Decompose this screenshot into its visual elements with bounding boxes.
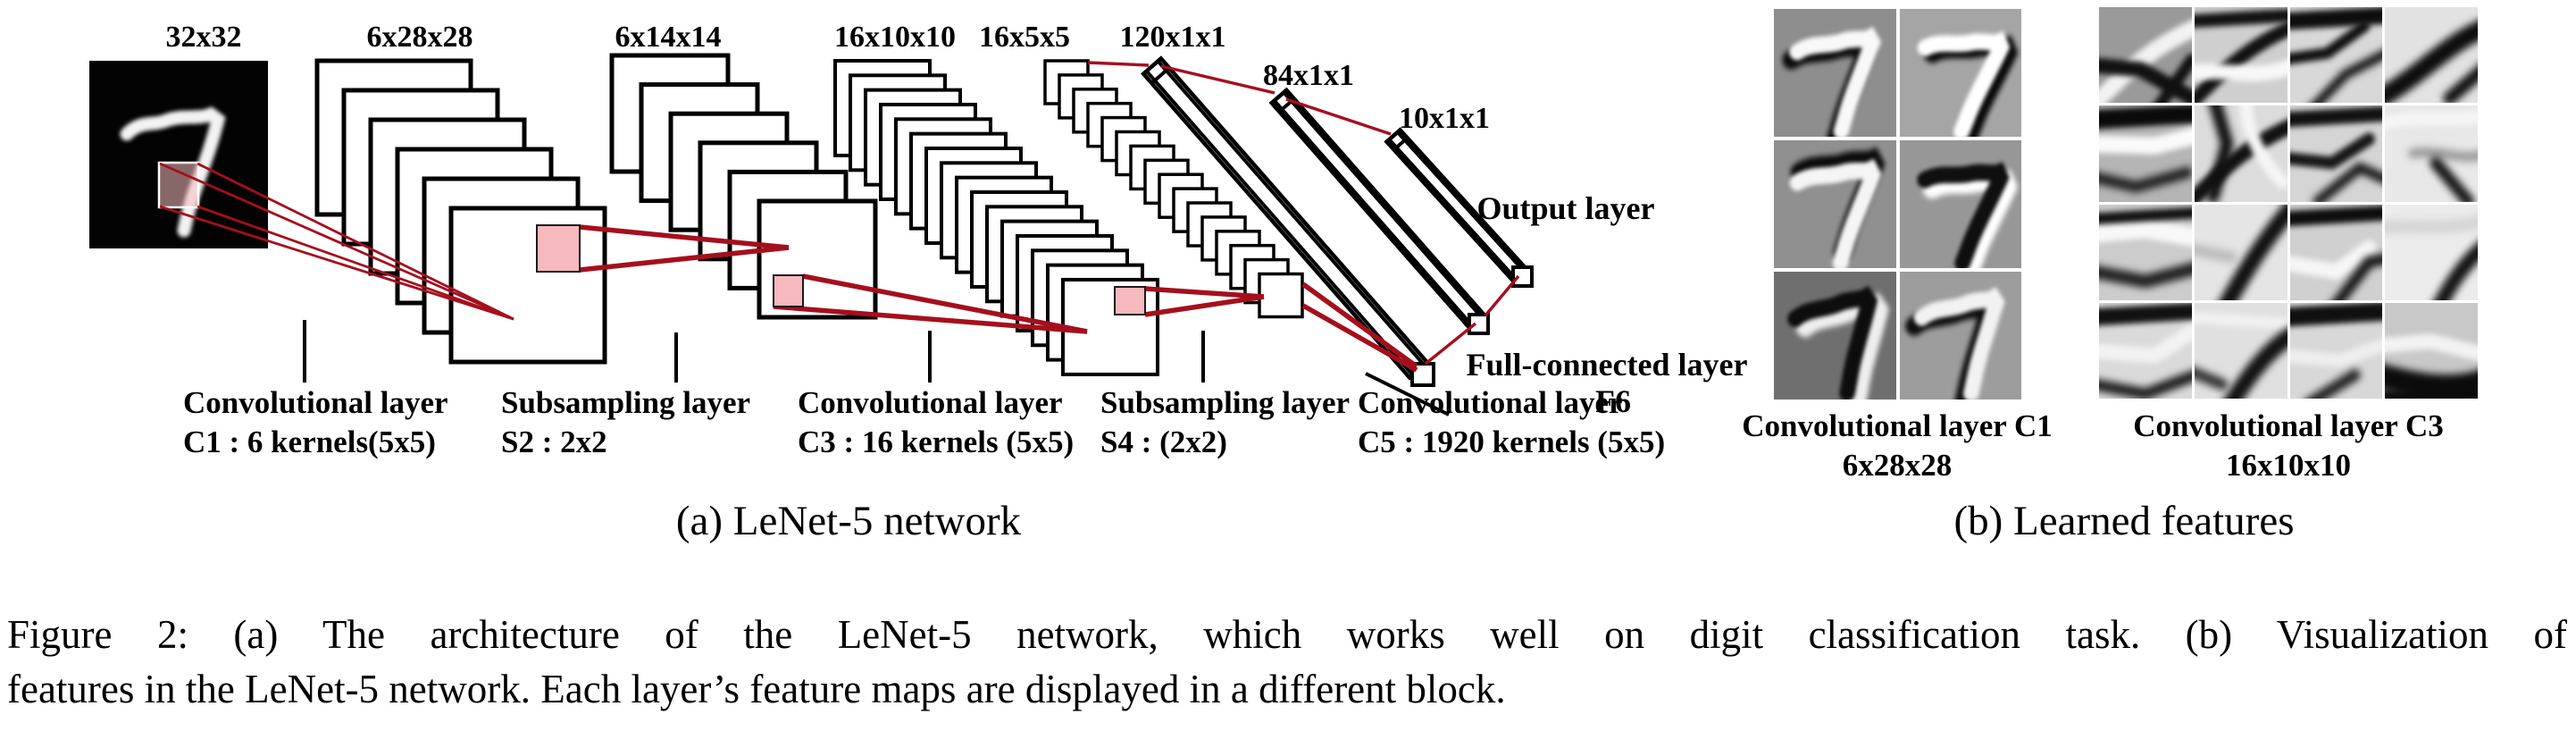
figure-caption-line1: Figure 2: (a) The architecture of the Le… [7, 612, 2567, 657]
feature-map-tile [2194, 105, 2287, 202]
feature-map-tile [2099, 204, 2192, 300]
c1-feature-maps-block [1774, 9, 2021, 399]
c3-block-label: Convolutional layer C3 16x10x10 [2092, 407, 2485, 485]
dim-c5: 120x1x1 [1120, 21, 1226, 54]
layer-labels: Convolutional layer C1 : 6 kernels(5x5) … [183, 385, 1665, 459]
feature-map-tile [2385, 105, 2478, 202]
c1-stack [314, 58, 607, 365]
subcaption-a: (a) LeNet-5 network [675, 498, 1022, 544]
output-layer-label: Output layer [1476, 190, 1654, 226]
f6-bar [1268, 87, 1490, 335]
s2-stack [609, 53, 878, 320]
c1-label-line2: C1 : 6 kernels(5x5) [183, 425, 436, 459]
feature-map-tile [1899, 9, 2021, 137]
c3-feature-maps-block [2099, 7, 2478, 399]
c5-label-line1: Convolutional layer [1358, 385, 1623, 420]
c1-block-label-line1: Convolutional layer C1 [1742, 408, 2053, 443]
s4-label-line2: S4 : (2x2) [1100, 425, 1227, 459]
c1-label-line1: Convolutional layer [183, 385, 448, 420]
figure-caption: Figure 2: (a) The architecture of the Le… [7, 608, 2567, 717]
lenet-architecture-diagram: 32x32 6x28x28 6x14x14 16x10x10 16x5x5 12… [89, 21, 1748, 459]
feature-map-tile [2194, 7, 2287, 104]
output-bar [1384, 127, 1534, 288]
fc-layer-sublabel: F6 [1595, 383, 1631, 419]
f6-bar-end [1468, 313, 1490, 335]
c3-stack [833, 59, 1159, 376]
c1-kernel-highlight [536, 224, 581, 273]
c3-block-label-line1: Convolutional layer C3 [2133, 408, 2444, 443]
input-background [89, 61, 268, 248]
feature-map-tile [2289, 204, 2383, 300]
dim-s4: 16x5x5 [979, 21, 1070, 54]
feature-map [1258, 272, 1304, 319]
c5-leader-line [1365, 372, 1450, 416]
dim-c1: 6x28x28 [367, 21, 473, 54]
s2-to-c3-cone [773, 273, 1088, 334]
bar-tip-connections [1087, 61, 1520, 366]
s2-kernel-highlight [773, 274, 804, 307]
feature-map-tile [1899, 140, 2021, 268]
feature-map-tile [2194, 302, 2287, 399]
feature-map-tile [2289, 302, 2383, 399]
input-receptive-field [157, 161, 200, 209]
dim-f6: 84x1x1 [1263, 59, 1354, 92]
feature-map-tile [2385, 204, 2478, 300]
feature-map-tile [2385, 7, 2478, 104]
fc-bars [1141, 55, 1534, 387]
feature-map-tile [1774, 140, 1896, 268]
s2-label-line2: S2 : 2x2 [501, 425, 607, 459]
c1-block-label: Convolutional layer C1 6x28x28 [1701, 407, 2094, 485]
dim-input: 32x32 [166, 21, 242, 54]
c3-kernel-highlight [1114, 286, 1146, 315]
subcaption-b: (b) Learned features [1953, 498, 2295, 544]
input-to-c1-lines [159, 162, 514, 321]
input-image [89, 61, 268, 248]
feature-map-tile [2385, 302, 2478, 399]
output-bar-end [1511, 265, 1534, 288]
feature-map-tile [2289, 7, 2383, 104]
dim-c3: 16x10x10 [834, 21, 956, 54]
figure-caption-line2: features in the LeNet-5 network. Each la… [7, 667, 1506, 711]
c3-block-label-line2: 16x10x10 [2226, 448, 2351, 483]
c3-label-line1: Convolutional layer [798, 385, 1063, 420]
c5-bar [1141, 55, 1435, 387]
feature-map-tile [1774, 272, 1896, 399]
feature-map [448, 206, 607, 365]
fc-layer-label: Full-connected layer [1467, 347, 1748, 383]
feature-map-tile [2099, 302, 2192, 399]
c5-label-line2: C5 : 1920 kernels (5x5) [1358, 425, 1665, 459]
s4-label-line1: Subsampling layer [1100, 385, 1350, 420]
feature-map-tile [2194, 204, 2287, 300]
feature-map-tile [1899, 272, 2021, 399]
c3-to-s4-cone [1144, 286, 1265, 317]
feature-map-tile [2289, 105, 2383, 202]
feature-map-stacks [314, 53, 1304, 376]
c3-label-line2: C3 : 16 kernels (5x5) [798, 425, 1074, 459]
receptive-field-connections [159, 61, 1520, 373]
c1-block-label-line2: 6x28x28 [1842, 448, 1953, 483]
s4-to-c5-lines [1301, 282, 1418, 373]
feature-map-tile [2099, 7, 2192, 104]
dim-s2: 6x14x14 [615, 21, 722, 54]
kernel-highlights [536, 224, 1146, 315]
label-ticks [303, 320, 1450, 416]
c1-to-s2-cone [579, 224, 790, 273]
feature-map-tile [2099, 105, 2192, 202]
s2-label-line1: Subsampling layer [501, 385, 750, 420]
feature-map-tile [1774, 9, 1896, 137]
dim-out: 10x1x1 [1399, 102, 1490, 135]
s4-stack [1043, 59, 1304, 319]
